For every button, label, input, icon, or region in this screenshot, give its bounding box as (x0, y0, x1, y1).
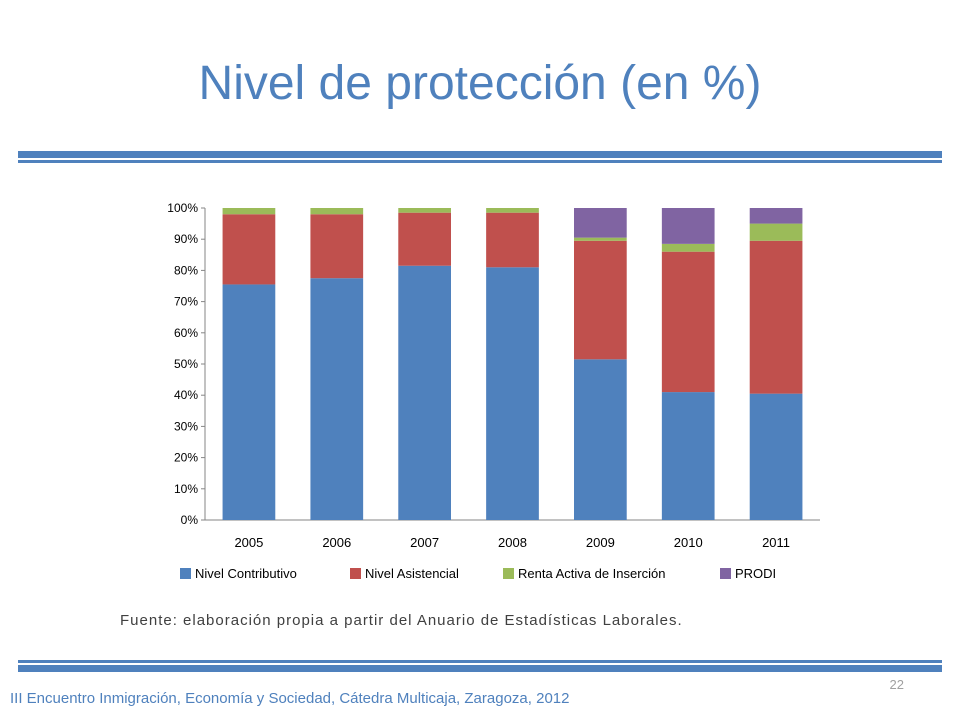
bar-segment (661, 208, 715, 244)
x-tick-label: 2009 (586, 535, 615, 550)
bar-segment (749, 208, 803, 224)
bar-segment (574, 240, 627, 360)
y-tick-label: 70% (174, 295, 198, 309)
footer-text: III Encuentro Inmigración, Economía y So… (10, 690, 570, 707)
y-tick-label: 10% (174, 482, 198, 496)
y-tick-label: 0% (181, 513, 199, 527)
bar-segment (574, 359, 627, 520)
y-tick-label: 40% (174, 388, 198, 402)
y-tick-label: 80% (174, 263, 198, 277)
bar-segment (574, 237, 627, 241)
legend-swatch (350, 568, 361, 579)
bar-segment (310, 208, 364, 215)
bar-segment (310, 214, 364, 279)
bar-segment (749, 240, 803, 394)
x-tick-label: 2011 (762, 535, 790, 550)
source-note: Fuente: elaboración propia a partir del … (120, 612, 683, 629)
legend-label: Nivel Asistencial (365, 566, 459, 581)
bar-segment (222, 284, 276, 520)
bar-segment (749, 223, 803, 241)
stacked-bar-chart: 0% 10% 20% 30% 40% 50% 60% 70% 80% 90% 100% 2005 200… (167, 201, 820, 581)
bar-segment (486, 212, 539, 268)
bar-segment (398, 265, 451, 520)
x-tick-label: 2005 (234, 535, 263, 550)
x-tick-label: 2007 (410, 535, 439, 550)
bar-segment (749, 393, 803, 520)
bar-segment (222, 208, 276, 215)
bar-segment (574, 208, 627, 238)
bar-segment (661, 392, 715, 520)
y-tick-label: 50% (174, 357, 198, 371)
bar-segment (661, 243, 715, 252)
y-tick-label: 60% (174, 326, 198, 340)
legend-label: PRODI (735, 566, 776, 581)
y-tick-label: 30% (174, 419, 198, 433)
bar-segment (398, 208, 451, 213)
top-divider (18, 151, 942, 163)
x-tick-label: 2010 (674, 535, 703, 550)
legend-swatch (720, 568, 731, 579)
page-number: 22 (889, 677, 904, 692)
bar-segment (486, 208, 539, 213)
bar-segment (486, 267, 539, 520)
legend-label: Nivel Contributivo (195, 566, 297, 581)
slide-title: Nivel de protección (en %) (198, 57, 762, 110)
y-tick-label: 100% (167, 201, 198, 215)
y-tick-label: 90% (174, 232, 198, 246)
bottom-divider (18, 660, 942, 672)
legend-swatch (503, 568, 514, 579)
bar-segment (222, 214, 276, 285)
legend-swatch (180, 568, 191, 579)
x-tick-label: 2008 (498, 535, 527, 550)
legend-label: Renta Activa de Inserción (518, 566, 665, 581)
y-tick-label: 20% (174, 451, 198, 465)
bar-segment (661, 251, 715, 393)
bar-segment (310, 278, 364, 520)
x-tick-label: 2006 (322, 535, 351, 550)
bar-segment (398, 212, 451, 266)
